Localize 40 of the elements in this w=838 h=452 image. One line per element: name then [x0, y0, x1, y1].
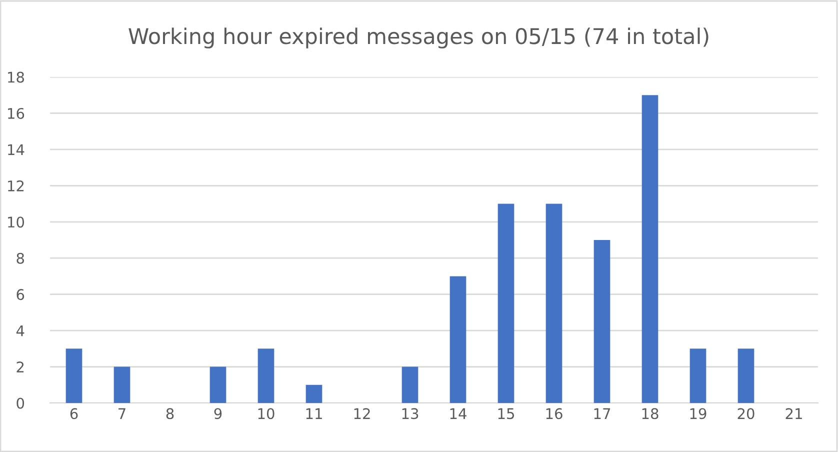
chart-title: Working hour expired messages on 05/15 (74 in total) — [128, 28, 708, 48]
x-tick-label: 15 — [498, 408, 514, 420]
y-tick-label: 18 — [8, 72, 24, 83]
x-tick-label: 6 — [70, 408, 78, 420]
y-tick-label: 16 — [8, 108, 24, 119]
bar — [210, 366, 226, 403]
bar — [690, 348, 706, 403]
x-tick-label: 14 — [450, 408, 466, 419]
bar — [498, 204, 514, 403]
y-tick-label: 8 — [16, 252, 24, 264]
x-tick-label: 7 — [118, 408, 126, 419]
y-tick-label: 6 — [16, 289, 24, 300]
y-tick-label: 12 — [8, 180, 24, 192]
y-tick-label: 0 — [16, 398, 24, 409]
bar — [306, 384, 322, 403]
y-tick-label: 10 — [8, 216, 24, 228]
x-tick-label: 8 — [166, 408, 174, 420]
bar — [642, 95, 658, 403]
bar — [450, 276, 466, 403]
bar — [258, 348, 274, 403]
y-tick-label: 4 — [16, 325, 24, 336]
x-tick-label: 13 — [402, 408, 418, 420]
bar — [738, 348, 754, 403]
x-tick-label: 19 — [690, 408, 706, 420]
x-tick-label: 12 — [354, 408, 370, 419]
x-tick-label: 18 — [642, 408, 658, 420]
x-tick-label: 9 — [214, 408, 222, 420]
y-tick-label: 14 — [8, 144, 24, 155]
x-tick-label: 11 — [306, 408, 322, 419]
y-tick-label: 2 — [16, 361, 24, 372]
x-tick-label: 16 — [546, 408, 562, 420]
bar — [546, 204, 562, 403]
bar — [114, 366, 130, 403]
x-tick-label: 10 — [258, 408, 274, 420]
bar — [402, 366, 418, 403]
x-tick-label: 21 — [786, 408, 802, 419]
bar — [594, 240, 610, 403]
bar — [66, 348, 82, 403]
x-tick-label: 20 — [738, 408, 754, 420]
x-tick-label: 17 — [594, 408, 610, 419]
